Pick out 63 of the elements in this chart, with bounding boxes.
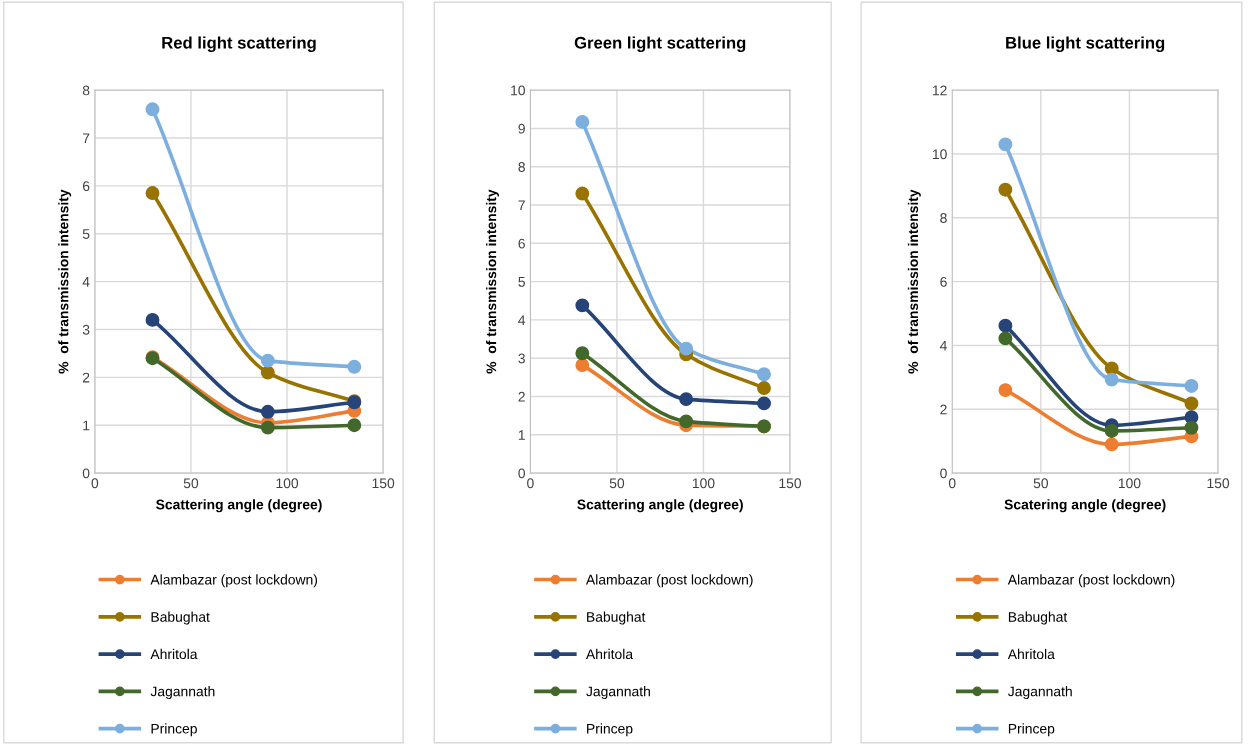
legend-label: Ahritola — [150, 648, 198, 660]
y-tick-label: 3 — [518, 353, 525, 364]
legend-label: Alambazar (post lockdown) — [585, 574, 753, 588]
x-tick-label: 100 — [276, 478, 299, 489]
x-tick-label: 50 — [1033, 478, 1049, 489]
y-axis-title: % of transmission intensity — [907, 189, 921, 374]
x-tick-label: 0 — [527, 478, 534, 489]
y-tick-label: 8 — [518, 162, 525, 172]
y-tick-label: 4 — [82, 277, 90, 287]
legend-label: Princep — [151, 723, 197, 737]
legend-label: Jagannath — [150, 686, 215, 700]
x-tick-label: 0 — [91, 478, 99, 489]
y-tick-label: 12 — [932, 85, 947, 96]
legend-label: Alambazar (post lockdown) — [150, 574, 318, 588]
y-tick-label: 0 — [82, 468, 90, 479]
y-tick-label: 2 — [518, 391, 525, 402]
x-tick-label: 50 — [183, 478, 199, 489]
y-tick-label: 6 — [82, 181, 90, 192]
y-tick-label: 4 — [518, 315, 526, 325]
y-tick-label: 0 — [940, 468, 947, 479]
y-tick-label: 10 — [511, 85, 525, 96]
x-axis-title: Scattering angle (degree) — [156, 499, 322, 513]
y-tick-label: 5 — [518, 277, 525, 287]
y-tick-label: 7 — [82, 133, 90, 144]
y-axis-title: % of transmission intensity — [486, 189, 499, 374]
x-tick-label: 0 — [948, 478, 956, 489]
legend-label: Jagannath — [1008, 686, 1072, 700]
y-tick-label: 2 — [82, 372, 90, 383]
y-tick-label: 3 — [82, 324, 90, 335]
y-tick-label: 4 — [939, 340, 947, 351]
legend-label: Babughat — [1008, 611, 1068, 625]
legend-label: Ahritola — [1007, 648, 1055, 660]
x-tick-label: 50 — [609, 478, 625, 489]
legend-label: Babughat — [151, 611, 210, 625]
y-tick-label: 2 — [940, 404, 947, 415]
chart-title: Red light scattering — [162, 36, 316, 53]
y-tick-label: 7 — [518, 200, 525, 211]
y-tick-label: 6 — [518, 238, 525, 249]
chart-title: Blue light scattering — [1006, 36, 1165, 53]
x-axis-title: Scattering angle (degree) — [577, 499, 743, 513]
chart-title: Green light scattering — [574, 36, 746, 53]
x-tick-label: 150 — [372, 478, 395, 489]
legend-label: Alambazar (post lockdown) — [1007, 574, 1175, 588]
x-tick-label: 150 — [779, 478, 802, 489]
x-tick-label: 100 — [692, 478, 715, 489]
y-tick-label: 1 — [83, 420, 90, 431]
y-tick-label: 8 — [82, 85, 90, 96]
legend-label: Jagannath — [586, 686, 650, 700]
x-tick-label: 100 — [1118, 478, 1141, 489]
y-tick-label: 0 — [518, 468, 525, 479]
y-axis-title: % of transmission intensity — [58, 189, 72, 374]
y-tick-label: 5 — [82, 229, 90, 239]
y-tick-label: 6 — [940, 276, 947, 287]
y-tick-label: 8 — [940, 213, 947, 223]
y-tick-label: 10 — [932, 149, 947, 160]
legend-label: Ahritola — [585, 648, 634, 660]
x-axis-title: Scatering angle (degree) — [1004, 499, 1166, 513]
legend-label: Princep — [587, 723, 633, 737]
y-tick-label: 1 — [518, 430, 525, 440]
legend-label: Princep — [1008, 723, 1055, 737]
y-tick-label: 9 — [518, 123, 525, 134]
x-tick-label: 150 — [1207, 478, 1230, 489]
legend-label: Babughat — [587, 611, 646, 625]
